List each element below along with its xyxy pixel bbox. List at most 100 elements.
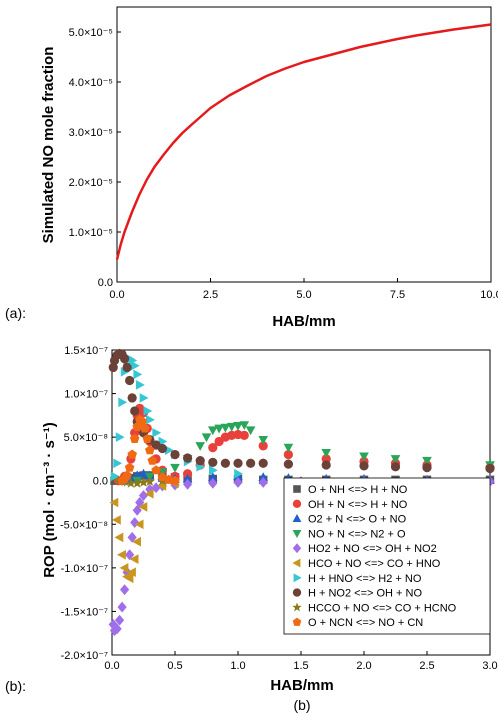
chart-b-point bbox=[283, 443, 294, 453]
chart-b-series-o-ncn-no-cn bbox=[117, 414, 180, 485]
chart-b-point bbox=[245, 458, 256, 468]
chart-b-point bbox=[135, 380, 145, 390]
chart-b-point bbox=[145, 484, 155, 495]
chart-b-series-hco-no-co-hno bbox=[109, 478, 179, 584]
panel-label-b: (b): bbox=[5, 678, 26, 694]
chart-b-point bbox=[130, 406, 140, 416]
chart-b-series-h-no2-oh-no bbox=[108, 348, 495, 474]
chart-a-x-tick-label: 2.5 bbox=[203, 289, 218, 301]
chart-b-legend-item-o-ncn-no-cn: O + NCN <=> NO + CN bbox=[292, 617, 423, 629]
chart-b-point bbox=[283, 459, 294, 469]
chart-b-y-ticks: -2.0×10⁻⁷ -1.5×10⁻⁷ -1.0×10⁻⁷ -5.0×10⁻⁸ 0.0 5… bbox=[60, 345, 116, 662]
chart-b-legend-item-h-no2-oh-no: H + NO2 <=> OH + NO bbox=[292, 588, 422, 600]
chart-b-point bbox=[143, 406, 153, 416]
chart-b-legend-label: OH + N <=> H + NO bbox=[308, 499, 408, 511]
chart-b-point bbox=[125, 375, 135, 386]
chart-b-point bbox=[258, 472, 268, 481]
chart-b-legend-item-h-hno-h2-no: H + HNO <=> H2 + NO bbox=[293, 573, 422, 585]
chart-b-point bbox=[208, 442, 218, 453]
chart-b-legend-label: H + HNO <=> H2 + NO bbox=[308, 573, 422, 585]
chart-a-x-tick-label: 10.0 bbox=[480, 289, 498, 301]
chart-a-x-tick-label: 5.0 bbox=[296, 289, 311, 301]
chart-a-y-tick-label: 2.0×10⁻⁵ bbox=[69, 177, 113, 189]
chart-b-x-ticks: 0.0 0.5 1.0 1.5 2.0 2.5 3.0 bbox=[104, 651, 498, 672]
chart-b-legend-label: HCCO + NO <=> CO + HCNO bbox=[308, 602, 457, 614]
chart-b-x-tick-label: 3.0 bbox=[482, 660, 497, 672]
chart-b-point bbox=[112, 623, 122, 635]
chart-b-legend-label: O2 + N <=> O + NO bbox=[308, 514, 407, 526]
chart-b-point bbox=[220, 423, 231, 433]
chart-b-x-tick-label: 2.5 bbox=[419, 660, 434, 672]
chart-b-point bbox=[390, 462, 401, 472]
chart-b-point bbox=[283, 449, 294, 460]
chart-b-point bbox=[422, 463, 432, 473]
chart-a-y-ticks: 0.0 1.0×10⁻⁵ 2.0×10⁻⁵ 3.0×10⁻⁵ 4.0×10⁻⁵ 5.0×1… bbox=[69, 27, 121, 289]
chart-b-legend-marker bbox=[292, 602, 302, 612]
chart-b-point bbox=[139, 393, 149, 403]
chart-b-point bbox=[138, 502, 148, 512]
chart-b-legend-label: O + NH <=> H + NO bbox=[308, 484, 408, 496]
chart-b-point bbox=[130, 360, 140, 371]
chart-b-point bbox=[208, 426, 218, 436]
chart-b-point bbox=[239, 430, 249, 441]
chart-b-point bbox=[183, 478, 193, 490]
chart-b-legend-marker bbox=[292, 499, 302, 508]
chart-b-point bbox=[233, 458, 243, 468]
chart-b-x-tick-label: 1.0 bbox=[230, 660, 245, 672]
chart-b-legend-marker bbox=[292, 617, 302, 626]
chart-b-legend-label: H + NO2 <=> OH + NO bbox=[308, 588, 422, 600]
chart-b-y-tick-label: -1.0×10⁻⁷ bbox=[61, 563, 108, 575]
chart-b-point bbox=[119, 354, 130, 364]
chart-b-point bbox=[125, 477, 137, 488]
chart-b-point bbox=[138, 468, 149, 478]
chart-b-legend-label: HO2 + NO <=> OH + NO2 bbox=[308, 543, 437, 555]
chart-b-point bbox=[245, 426, 256, 436]
chart-a-series bbox=[115, 23, 492, 260]
chart-b-y-tick-label: 0.0 bbox=[93, 476, 108, 488]
chart-b-point bbox=[127, 449, 137, 459]
chart-a-y-tick-label: 3.0×10⁻⁵ bbox=[69, 127, 113, 139]
chart-b-point bbox=[201, 433, 212, 443]
chart-b-point bbox=[182, 469, 193, 479]
chart-b-legend-marker bbox=[293, 485, 301, 493]
chart-b-point bbox=[321, 460, 331, 470]
chart-b-point bbox=[390, 455, 401, 464]
chart-a-y-tick-label: 1.0×10⁻⁵ bbox=[69, 227, 113, 239]
figure-caption-b: (b) bbox=[293, 697, 310, 713]
chart-b-point bbox=[214, 424, 224, 434]
chart-b-point bbox=[147, 455, 158, 465]
chart-b-x-tick-label: 2.0 bbox=[356, 660, 371, 672]
chart-b-point bbox=[130, 517, 140, 528]
chart-b-point bbox=[122, 362, 132, 373]
chart-b-point bbox=[208, 472, 218, 481]
chart-b-point bbox=[146, 414, 155, 425]
chart-b-rate-of-production: 0.0 0.5 1.0 1.5 2.0 2.5 3.0 -2.0×10⁻⁷ -1.5×10⁻⁷… bbox=[5, 345, 498, 713]
chart-a-x-ticks: 0.0 2.5 5.0 7.5 10.0 bbox=[109, 278, 498, 301]
chart-a-no-mole-fraction: 0.0 2.5 5.0 7.5 10.0 0.0 1.0×10⁻⁵ 2.0×10⁻⁵ 3.0×… bbox=[5, 6, 498, 330]
chart-b-point bbox=[182, 453, 193, 463]
chart-b-point bbox=[138, 490, 149, 501]
chart-b-point bbox=[359, 452, 369, 462]
chart-b-point bbox=[258, 441, 268, 451]
chart-b-point bbox=[132, 536, 141, 547]
chart-a-x-tick-label: 7.5 bbox=[390, 289, 405, 301]
chart-b-point bbox=[226, 422, 237, 432]
chart-b-point bbox=[125, 549, 135, 561]
chart-b-point bbox=[114, 532, 124, 543]
chart-b-point bbox=[151, 482, 161, 494]
chart-b-point bbox=[145, 445, 155, 455]
chart-b-point bbox=[158, 436, 168, 447]
chart-b-point bbox=[321, 449, 331, 458]
chart-b-legend-label: NO + N <=> N2 + O bbox=[308, 528, 406, 540]
chart-b-legend-item-ho2-no-oh-no2: HO2 + NO <=> OH + NO2 bbox=[292, 543, 437, 555]
chart-a-y-tick-label: 0.0 bbox=[98, 277, 113, 289]
chart-b-y-axis-label: ROP (mol · cm⁻³ · s⁻¹) bbox=[41, 422, 58, 578]
chart-b-point bbox=[485, 463, 495, 474]
chart-b-point bbox=[170, 475, 180, 485]
chart-b-point bbox=[157, 443, 168, 454]
chart-b-legend-label: HCO + NO <=> CO + HNO bbox=[308, 558, 441, 570]
chart-a-x-tick-label: 0.0 bbox=[109, 289, 124, 301]
chart-b-series bbox=[108, 348, 495, 637]
chart-b-point bbox=[233, 477, 243, 488]
chart-b-point bbox=[359, 461, 369, 471]
